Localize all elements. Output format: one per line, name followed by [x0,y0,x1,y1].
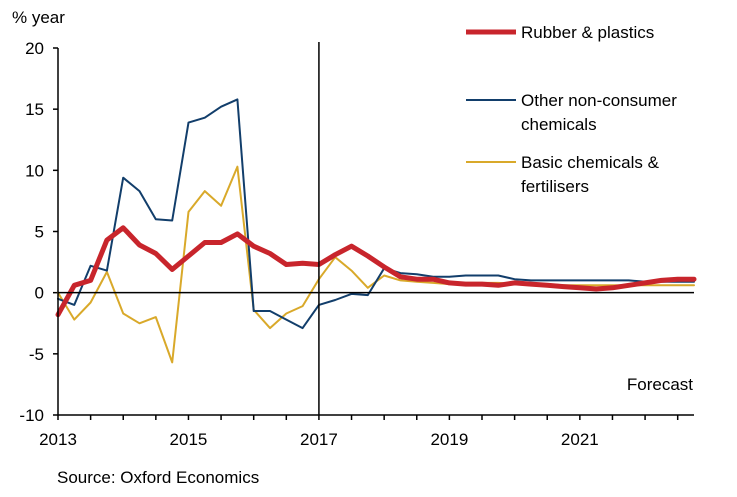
y-axis-label: % year [12,8,65,27]
y-tick-label: -5 [29,345,44,364]
x-axis: 2013 2015 2017 2019 2021 [39,415,679,449]
legend-label-line2: chemicals [521,115,597,134]
x-tick-label: 2021 [561,430,599,449]
y-tick-label: 0 [35,284,44,303]
legend-label-line2: fertilisers [521,177,589,196]
y-tick-label: 5 [35,223,44,242]
y-tick-label: 20 [25,39,44,58]
x-tick-label: 2015 [170,430,208,449]
legend-label: Basic chemicals & [521,153,660,172]
legend-label: Other non-consumer [521,91,677,110]
source-note: Source: Oxford Economics [57,468,259,487]
y-axis: 20 15 10 5 0 -5 -10 [19,39,58,425]
y-tick-label: -10 [19,406,44,425]
forecast-label: Forecast [627,375,693,394]
series-layer [55,98,697,364]
series-line-2 [57,165,695,364]
legend: Rubber & plastics Other non-consumer chemi… [466,23,677,196]
x-tick-label: 2013 [39,430,77,449]
y-tick-label: 15 [25,100,44,119]
series-line-0 [55,225,697,318]
legend-label: Rubber & plastics [521,23,654,42]
x-tick-label: 2017 [300,430,338,449]
y-tick-label: 10 [25,161,44,180]
x-tick-label: 2019 [430,430,468,449]
series-line-1 [57,98,695,330]
